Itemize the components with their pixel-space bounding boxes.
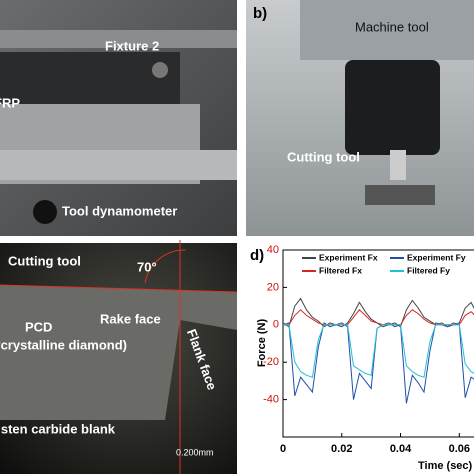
label: 70° — [137, 259, 157, 274]
plot-frame — [282, 249, 474, 438]
label: Tungsten carbide blank — [0, 421, 116, 436]
panel-tag: d) — [250, 247, 264, 264]
legend-label: Filtered Fy — [407, 265, 450, 275]
y-tick-label: 20 — [267, 281, 279, 293]
tool — [390, 150, 406, 180]
legend-label: Experiment Fx — [319, 252, 378, 262]
dynamometer — [0, 150, 237, 180]
x-tick-label: 0.04 — [390, 443, 412, 455]
scale-label: 0.200mm — [176, 447, 214, 457]
bolt — [152, 62, 168, 78]
label: Cutting tool — [287, 149, 360, 164]
connector — [33, 200, 57, 224]
legend-box — [300, 251, 474, 279]
x-tick-label: 0.06 — [449, 443, 470, 455]
workpiece — [365, 185, 435, 205]
x-tick-label: 0 — [280, 443, 286, 455]
spindle-head — [300, 0, 474, 60]
fixture — [0, 52, 180, 104]
label: Cutting tool — [8, 253, 81, 268]
y-axis-label: Force (N) — [256, 319, 268, 368]
tool-body — [0, 285, 237, 420]
x-tick-label: 0.02 — [331, 443, 352, 455]
y-tick-label: -20 — [263, 356, 279, 368]
label: Tool dynamometer — [62, 203, 177, 218]
angle-arc — [144, 249, 187, 284]
panel-tag: b) — [253, 5, 267, 22]
legend-label: Experiment Fy — [407, 252, 466, 262]
label: (polycrystalline diamond) — [0, 337, 127, 352]
chart: d) Force (N) Time (sec) — [250, 247, 473, 472]
x-axis-label: Time (sec) — [418, 460, 473, 472]
y-tick-label: 40 — [267, 244, 279, 256]
spindle — [345, 60, 440, 155]
reference-line — [0, 284, 238, 293]
rail — [0, 30, 237, 48]
panel-a: Fixture 2 FRP Tool dynamometer — [0, 0, 237, 236]
legend-label: Filtered Fx — [319, 265, 362, 275]
label: Fixture 2 — [105, 38, 159, 53]
series-line — [283, 324, 474, 378]
panel-b: b) Machine tool Cutting tool — [246, 0, 474, 236]
label: PCD — [25, 319, 52, 334]
label: Rake face — [100, 311, 161, 326]
y-tick-label: 0 — [273, 319, 279, 331]
y-tick-label: -40 — [263, 394, 279, 406]
label: FRP — [0, 95, 20, 110]
label: Machine tool — [355, 19, 429, 34]
panel-c: Cutting tool 70° Rake face Flank face PC… — [0, 240, 238, 474]
